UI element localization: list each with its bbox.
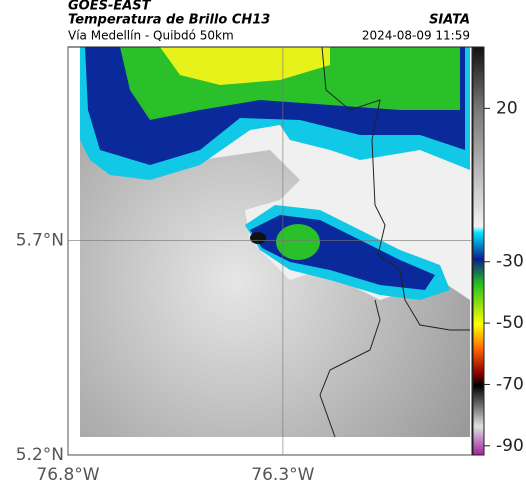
colorbar <box>472 46 485 456</box>
lat-tick-label: 5.7°N <box>16 230 64 250</box>
lat-tick-label: 5.2°N <box>16 445 64 465</box>
route: Vía Medellín - Quibdó 50km <box>68 29 234 43</box>
source: SIATA <box>429 13 470 28</box>
satellite-image <box>80 46 470 438</box>
timestamp: 2024-08-09 11:59 <box>362 29 470 43</box>
lon-tick-label: 76.8°W <box>36 465 99 485</box>
subtitle: Temperatura de Brillo CH13 <box>68 13 270 28</box>
lon-tick-label: 76.3°W <box>251 465 314 485</box>
colorbar-tick-label: -50 <box>496 313 524 333</box>
colorbar-tick-label: -90 <box>496 436 524 456</box>
title: GOES-EAST <box>68 0 152 14</box>
colorbar-tick-label: -70 <box>496 374 524 394</box>
colorbar-tick-label: 20 <box>496 98 518 118</box>
ticks: 5.7°N 5.2°N76.8°W 76.3°W 20 -30 -50 -70 -90 <box>16 47 524 485</box>
colorbar-tick-label: -30 <box>496 252 524 272</box>
